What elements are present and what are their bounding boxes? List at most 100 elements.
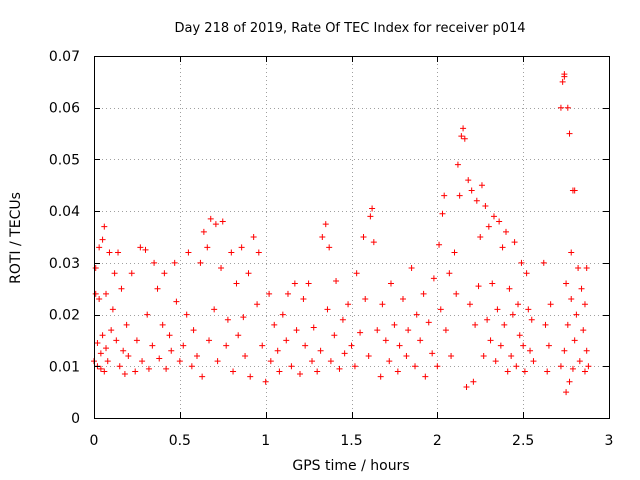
data-point <box>583 265 590 272</box>
data-point <box>324 306 331 313</box>
axis-ticks <box>94 56 610 419</box>
data-point <box>379 301 386 308</box>
data-point <box>542 321 549 328</box>
data-point <box>224 316 231 323</box>
data-point <box>420 290 427 297</box>
data-point <box>171 259 178 266</box>
data-point <box>240 314 247 321</box>
data-point <box>466 301 473 308</box>
data-point <box>103 290 110 297</box>
data-point <box>115 249 122 256</box>
data-point <box>559 78 566 85</box>
x-tick-label: 0.5 <box>169 433 191 449</box>
data-point <box>101 223 108 230</box>
data-point <box>326 244 333 251</box>
data-point <box>472 321 479 328</box>
data-point <box>247 373 254 380</box>
data-point <box>219 218 226 225</box>
data-point <box>108 327 115 334</box>
data-point <box>142 246 149 253</box>
data-point <box>487 337 494 344</box>
data-point <box>212 221 219 228</box>
data-point <box>425 319 432 326</box>
data-point <box>451 249 458 256</box>
data-point <box>185 249 192 256</box>
data-point <box>199 373 206 380</box>
data-point <box>194 352 200 359</box>
data-point <box>255 249 262 256</box>
data-point <box>99 236 106 243</box>
data-point <box>454 161 461 168</box>
data-point <box>106 249 113 256</box>
data-point <box>561 347 568 354</box>
data-point <box>120 347 127 354</box>
data-point <box>442 327 449 334</box>
data-point <box>125 352 132 359</box>
data-point <box>309 358 316 365</box>
data-point <box>345 301 352 308</box>
x-tick-label: 2 <box>433 433 442 449</box>
data-point <box>211 306 218 313</box>
data-point <box>583 347 590 354</box>
data-point <box>405 327 412 334</box>
data-point <box>460 125 467 132</box>
data-point <box>490 213 497 220</box>
data-point <box>434 363 441 370</box>
data-point <box>109 306 116 313</box>
data-point <box>274 347 281 354</box>
data-point <box>461 135 468 142</box>
data-point <box>111 270 118 277</box>
data-point <box>475 283 482 290</box>
data-point <box>331 332 338 339</box>
data-point <box>254 301 261 308</box>
data-point <box>521 368 528 375</box>
data-point <box>176 358 183 365</box>
y-tick-labels: 0 0.01 0.02 0.03 0.04 0.05 0.06 0.07 <box>49 49 80 427</box>
data-point <box>520 342 527 349</box>
data-point <box>314 368 321 375</box>
data-point <box>322 221 329 228</box>
data-point <box>276 368 283 375</box>
data-point <box>456 192 463 199</box>
data-point <box>97 350 104 357</box>
data-point <box>302 342 309 349</box>
data-point <box>489 280 496 287</box>
data-point <box>585 363 592 370</box>
data-point <box>351 363 358 370</box>
data-point <box>547 301 554 308</box>
data-point <box>386 358 393 365</box>
data-point <box>497 342 504 349</box>
data-point <box>266 290 273 297</box>
data-point <box>465 177 472 184</box>
data-point <box>353 270 360 277</box>
data-point <box>525 306 532 313</box>
data-point <box>197 259 204 266</box>
data-point <box>501 321 508 328</box>
data-point <box>437 306 444 313</box>
data-point <box>271 321 278 328</box>
data-point <box>96 244 103 251</box>
data-point <box>228 249 235 256</box>
data-point <box>154 285 161 292</box>
data-point <box>305 280 312 287</box>
data-point <box>518 259 525 266</box>
data-point <box>116 363 123 370</box>
data-point <box>333 277 340 284</box>
data-point <box>568 296 575 303</box>
data-point <box>571 187 578 194</box>
data-point <box>496 218 503 225</box>
data-point <box>453 290 460 297</box>
data-point <box>137 244 144 251</box>
data-point <box>545 342 552 349</box>
data-point <box>575 265 582 272</box>
data-point <box>238 244 245 251</box>
data-point <box>477 234 484 240</box>
data-point <box>293 327 300 334</box>
data-point <box>279 311 286 318</box>
data-point <box>528 316 535 323</box>
data-point <box>564 104 571 111</box>
data-point <box>319 234 326 240</box>
data-point <box>446 270 453 277</box>
data-point <box>436 241 443 248</box>
data-point <box>161 270 168 277</box>
